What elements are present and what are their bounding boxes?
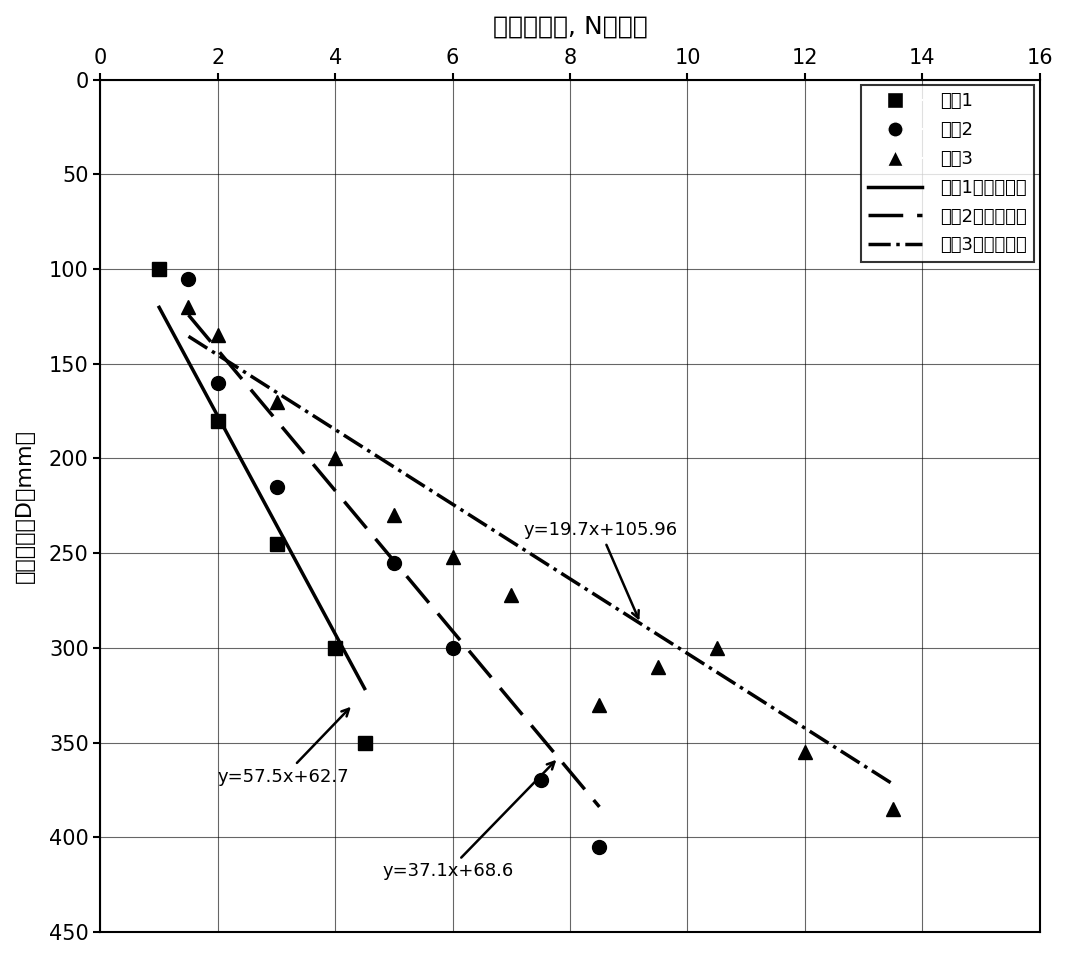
X-axis label: 累积锤击数, N（击）: 累积锤击数, N（击） bbox=[492, 15, 647, 39]
Text: y=37.1x+68.6: y=37.1x+68.6 bbox=[382, 761, 554, 880]
Legend: 试验1, 试验2, 试验3, 试验1的直线拟合, 试验2的直线拟合, 试验3的直线拟合: 试验1, 试验2, 试验3, 试验1的直线拟合, 试验2的直线拟合, 试验3的直… bbox=[861, 85, 1034, 262]
Y-axis label: 贯入深度，D（mm）: 贯入深度，D（mm） bbox=[15, 429, 35, 583]
Text: y=57.5x+62.7: y=57.5x+62.7 bbox=[218, 709, 349, 785]
Text: y=19.7x+105.96: y=19.7x+105.96 bbox=[523, 522, 677, 619]
